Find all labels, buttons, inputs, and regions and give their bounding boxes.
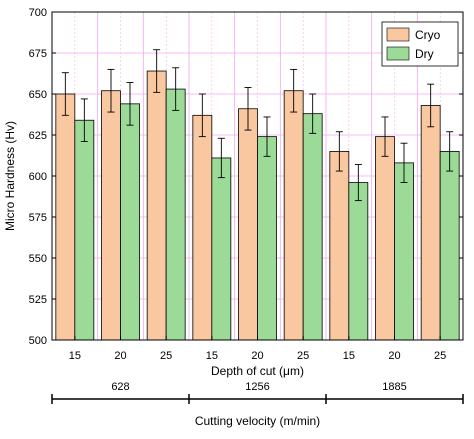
group-label-1: 1256 [245, 381, 269, 393]
legend-label-dry: Dry [415, 47, 434, 61]
x-tick-label-8: 25 [434, 350, 446, 362]
legend: Cryo Dry [381, 21, 459, 67]
bar-cryo-1 [101, 90, 121, 341]
y-axis: 500 525 550 575 600 625 650 675 700 [29, 7, 463, 347]
x-tick-label-1: 20 [114, 350, 126, 362]
x-tick-label-2: 25 [160, 350, 172, 362]
y-tick-label-1: 525 [29, 294, 47, 306]
legend-swatch-cryo [386, 27, 410, 42]
bar-cryo-3 [192, 114, 213, 341]
legend-swatch-dry [386, 46, 410, 61]
group-axis: 628 1256 1885 [51, 381, 464, 404]
bar-dry-0 [74, 119, 95, 341]
bar-cryo-7 [375, 136, 395, 341]
y-tick-label-6: 650 [29, 89, 47, 101]
x-tick-label-6: 15 [343, 350, 355, 362]
x-tick-label-0: 15 [69, 350, 81, 362]
y-tick-label-3: 575 [29, 212, 47, 224]
y-tick-label-0: 500 [29, 335, 47, 347]
error-bars-layer [61, 49, 454, 202]
y-tick-label-7: 675 [29, 48, 47, 60]
x-tick-label-3: 15 [206, 350, 218, 362]
bar-cryo-2 [146, 70, 167, 341]
x-axis-title: Depth of cut (μm) [211, 364, 304, 378]
bars-layer [55, 70, 460, 341]
bar-cryo-6 [329, 150, 350, 341]
bar-dry-6 [348, 182, 369, 341]
bar-dry-2 [165, 88, 186, 341]
y-tick-label-8: 700 [29, 7, 47, 19]
bar-dry-4 [257, 136, 277, 341]
bar-cryo-8 [420, 105, 441, 341]
y-tick-label-4: 600 [29, 171, 47, 183]
bar-dry-5 [302, 113, 323, 341]
y-tick-label-2: 550 [29, 253, 47, 265]
group-label-2: 1885 [382, 381, 406, 393]
group-label-0: 628 [111, 381, 129, 393]
bar-dry-3 [211, 157, 232, 341]
legend-label-cryo: Cryo [415, 28, 441, 42]
bar-dry-8 [439, 150, 460, 341]
bar-cryo-0 [55, 93, 76, 341]
y-axis-title: Micro Hardness (Hv) [3, 121, 17, 231]
bar-dry-7 [394, 162, 414, 341]
y-tick-label-5: 625 [29, 130, 47, 142]
bar-cryo-5 [283, 90, 304, 341]
x-tick-label-5: 25 [297, 350, 309, 362]
bar-cryo-4 [238, 108, 258, 341]
bar-dry-1 [120, 103, 140, 341]
x-tick-label-7: 20 [388, 350, 400, 362]
group-axis-title: Cutting velocity (m/min) [195, 414, 320, 428]
x-tick-label-4: 20 [251, 350, 263, 362]
x-axis: 15 20 25 15 20 25 15 20 25 [69, 336, 446, 362]
